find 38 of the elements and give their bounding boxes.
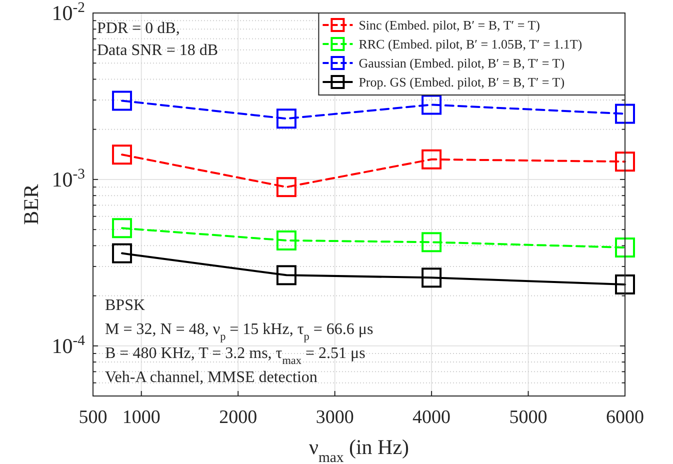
point xyxy=(276,108,296,129)
annotation: PDR = 0 dB, xyxy=(97,20,180,37)
annotation: Veh-A channel, MMSE detection xyxy=(105,369,318,386)
point xyxy=(112,218,132,238)
annotation: BPSK xyxy=(105,297,146,314)
legend-label: Sinc (Embed. pilot, B′ = B, T′ = T) xyxy=(358,18,540,32)
x-tick-label: 500 xyxy=(78,407,108,428)
y-tick-label: 10$^{-3}$ xyxy=(52,166,85,192)
legend-label: RRC (Embed. pilot, B′ = 1.05B, T′ = 1.1T) xyxy=(358,36,582,52)
point xyxy=(112,90,132,111)
annotation: B = 480 KHz, T = 3.2 ms, τ$_{max}$ = 2.51 μs xyxy=(105,345,366,367)
point xyxy=(422,94,442,115)
legend-label: Prop. GS (Embed. pilot, B′ = B, T′ = T) xyxy=(358,74,565,90)
point xyxy=(276,230,296,250)
point xyxy=(112,144,132,165)
annotation: M = 32, N = 48, ν$_{p}$ = 15 kHz, τ$_{p}$ = 66.6 μs xyxy=(105,321,374,343)
x-tick-label: 4000 xyxy=(412,407,451,428)
y-tick-label: 10$^{-2}$ xyxy=(52,0,85,25)
point xyxy=(615,274,635,294)
x-axis-title: ν$_{max}$ (in Hz) xyxy=(308,435,410,464)
point xyxy=(276,265,296,286)
point xyxy=(422,149,442,170)
y-axis-title: BER xyxy=(19,184,43,225)
point xyxy=(615,104,635,124)
point xyxy=(422,232,442,252)
x-tick-label: 2000 xyxy=(219,407,258,428)
point xyxy=(422,268,442,288)
x-tick-label: 5000 xyxy=(509,407,548,428)
point xyxy=(615,238,635,258)
legend-label: Gaussian (Embed. pilot, B′ = B, T′ = T) xyxy=(358,56,565,70)
annotation: Data SNR = 18 dB xyxy=(97,42,218,59)
point xyxy=(112,243,132,264)
point xyxy=(276,177,296,198)
x-tick-label: 3000 xyxy=(316,407,354,428)
point xyxy=(615,152,635,172)
x-tick-label: 6000 xyxy=(606,407,644,428)
x-tick-label: 1000 xyxy=(122,407,160,428)
y-tick-label: 10$^{-4}$ xyxy=(52,332,86,358)
